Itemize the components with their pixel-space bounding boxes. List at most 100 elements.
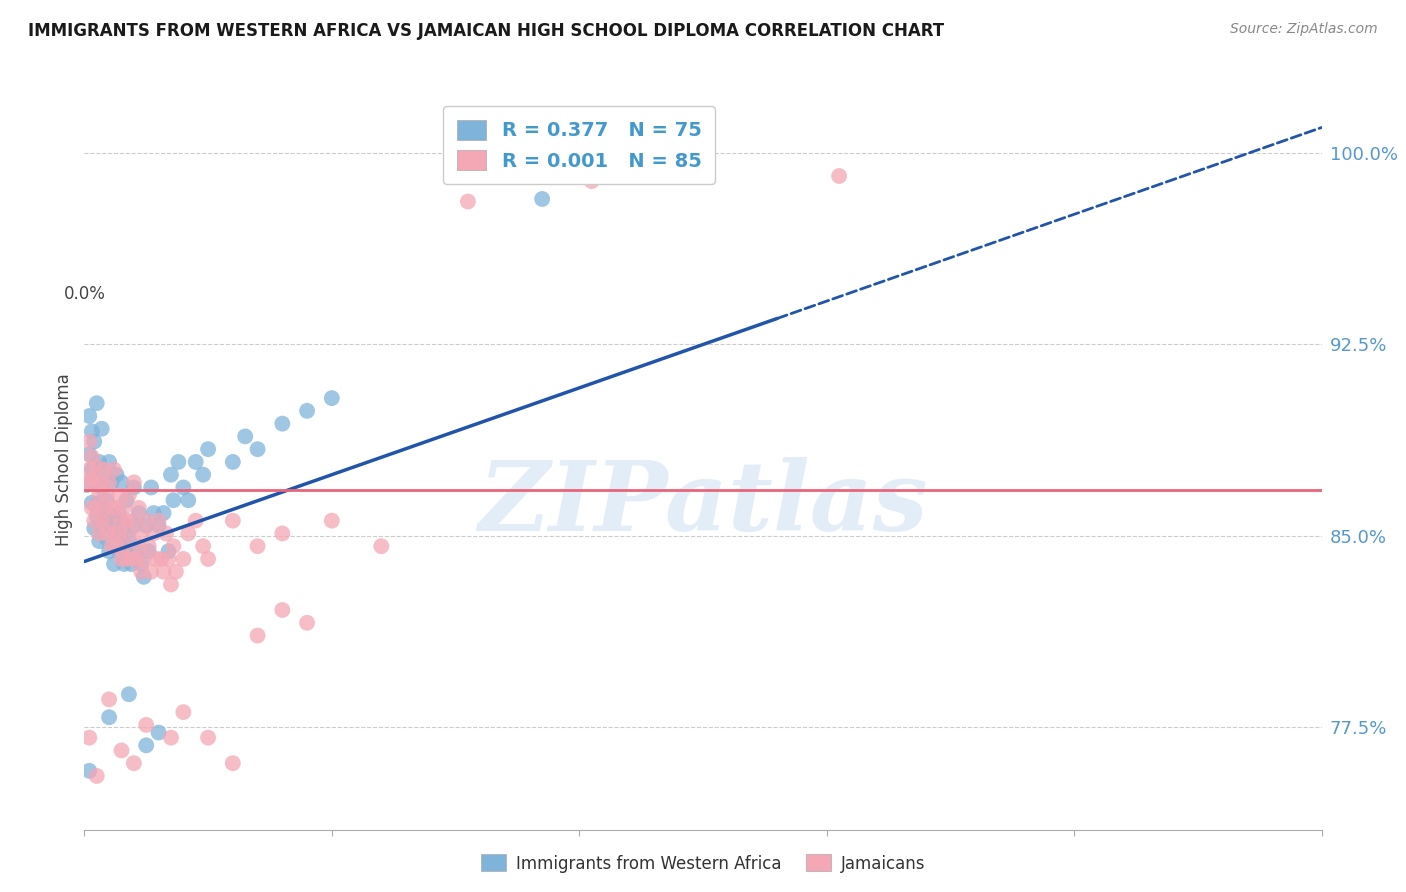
Point — [89, 526, 111, 541]
Point — [86, 460, 108, 475]
Point — [98, 514, 121, 528]
Point — [83, 514, 105, 528]
Point — [142, 506, 165, 520]
Point — [105, 500, 128, 515]
Point — [141, 565, 163, 579]
Point — [100, 539, 122, 553]
Point — [125, 544, 148, 558]
Point — [89, 534, 111, 549]
Point — [108, 544, 131, 558]
Point — [148, 514, 170, 528]
Point — [103, 462, 125, 476]
Point — [86, 769, 108, 783]
Point — [79, 731, 101, 745]
Point — [115, 552, 138, 566]
Point — [177, 526, 200, 541]
Point — [90, 422, 112, 436]
Point — [83, 475, 105, 490]
Point — [79, 764, 101, 778]
Point — [222, 514, 245, 528]
Point — [246, 539, 269, 553]
Point — [122, 756, 145, 771]
Point — [197, 731, 219, 745]
Point — [157, 544, 180, 558]
Text: Source: ZipAtlas.com: Source: ZipAtlas.com — [1230, 22, 1378, 37]
Point — [457, 194, 479, 209]
Point — [152, 565, 174, 579]
Point — [222, 756, 245, 771]
Point — [89, 496, 111, 510]
Point — [89, 488, 111, 502]
Point — [271, 526, 294, 541]
Point — [233, 429, 256, 443]
Point — [110, 514, 132, 528]
Point — [80, 462, 103, 476]
Point — [271, 603, 294, 617]
Point — [828, 169, 851, 183]
Point — [108, 506, 131, 520]
Point — [118, 687, 141, 701]
Point — [89, 455, 111, 469]
Point — [105, 467, 128, 482]
Point — [128, 506, 150, 520]
Point — [370, 539, 392, 553]
Point — [132, 570, 155, 584]
Point — [79, 434, 101, 449]
Point — [96, 488, 118, 502]
Point — [105, 521, 128, 535]
Point — [93, 508, 115, 523]
Point — [157, 552, 180, 566]
Point — [98, 508, 121, 523]
Point — [103, 526, 125, 541]
Point — [90, 514, 112, 528]
Point — [98, 475, 121, 490]
Point — [122, 518, 145, 533]
Point — [110, 552, 132, 566]
Text: IMMIGRANTS FROM WESTERN AFRICA VS JAMAICAN HIGH SCHOOL DIPLOMA CORRELATION CHART: IMMIGRANTS FROM WESTERN AFRICA VS JAMAIC… — [28, 22, 945, 40]
Point — [581, 174, 603, 188]
Point — [142, 526, 165, 541]
Point — [90, 475, 112, 490]
Point — [103, 508, 125, 523]
Point — [118, 532, 141, 546]
Point — [321, 514, 343, 528]
Point — [80, 473, 103, 487]
Point — [581, 153, 603, 168]
Point — [184, 514, 207, 528]
Point — [129, 557, 152, 571]
Point — [79, 462, 101, 476]
Point — [115, 544, 138, 558]
Point — [80, 500, 103, 515]
Point — [90, 518, 112, 533]
Point — [135, 518, 157, 533]
Point — [197, 442, 219, 457]
Point — [93, 467, 115, 482]
Point — [295, 615, 318, 630]
Point — [118, 488, 141, 502]
Point — [96, 526, 118, 541]
Text: 0.0%: 0.0% — [63, 285, 105, 303]
Point — [86, 396, 108, 410]
Point — [76, 475, 98, 490]
Point — [155, 526, 177, 541]
Point — [110, 743, 132, 757]
Point — [80, 425, 103, 439]
Point — [172, 552, 194, 566]
Point — [83, 475, 105, 490]
Point — [122, 480, 145, 494]
Point — [100, 500, 122, 515]
Point — [98, 692, 121, 706]
Point — [86, 500, 108, 515]
Point — [98, 710, 121, 724]
Point — [108, 526, 131, 541]
Point — [76, 478, 98, 492]
Point — [162, 539, 184, 553]
Point — [135, 739, 157, 753]
Point — [112, 518, 135, 533]
Point — [120, 557, 142, 571]
Point — [90, 480, 112, 494]
Point — [112, 500, 135, 515]
Legend: R = 0.377   N = 75, R = 0.001   N = 85: R = 0.377 N = 75, R = 0.001 N = 85 — [443, 106, 716, 185]
Point — [177, 493, 200, 508]
Point — [80, 496, 103, 510]
